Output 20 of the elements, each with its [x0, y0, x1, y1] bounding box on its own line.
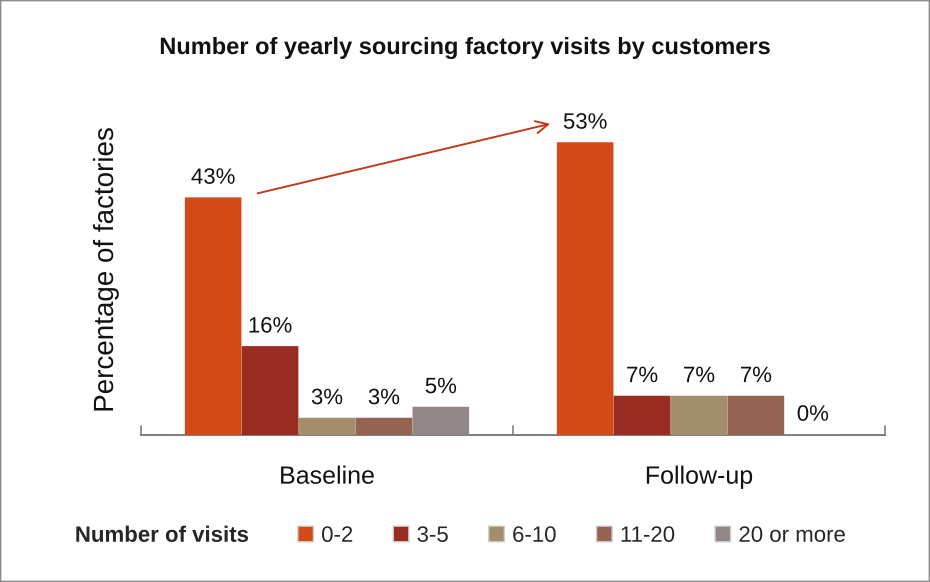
data-label: 3% [368, 388, 400, 404]
legend-label: 11-20 [622, 526, 674, 542]
x-tick-label: Baseline [281, 466, 374, 484]
legend-label: 3-5 [417, 526, 448, 542]
data-label: 16% [250, 316, 292, 333]
legend-label: 0-2 [322, 526, 352, 542]
legend-title: Number of visits [76, 526, 248, 542]
data-label: 3% [312, 388, 342, 404]
data-label: 7% [740, 366, 772, 382]
data-label: 53% [564, 113, 607, 129]
x-tick-label: Follow-up [646, 466, 752, 489]
legend-label: 6-10 [513, 526, 556, 542]
chart-title: Number of yearly sourcing factory visits by customers [160, 36, 770, 60]
data-label: 7% [684, 366, 714, 382]
data-label: 43% [191, 168, 235, 184]
data-label: 0% [798, 405, 828, 421]
y-axis-title: Percentage of factories [92, 128, 119, 411]
data-label: 7% [627, 366, 658, 382]
data-label: 5% [426, 378, 456, 394]
legend-label: 20 or more [740, 526, 845, 542]
